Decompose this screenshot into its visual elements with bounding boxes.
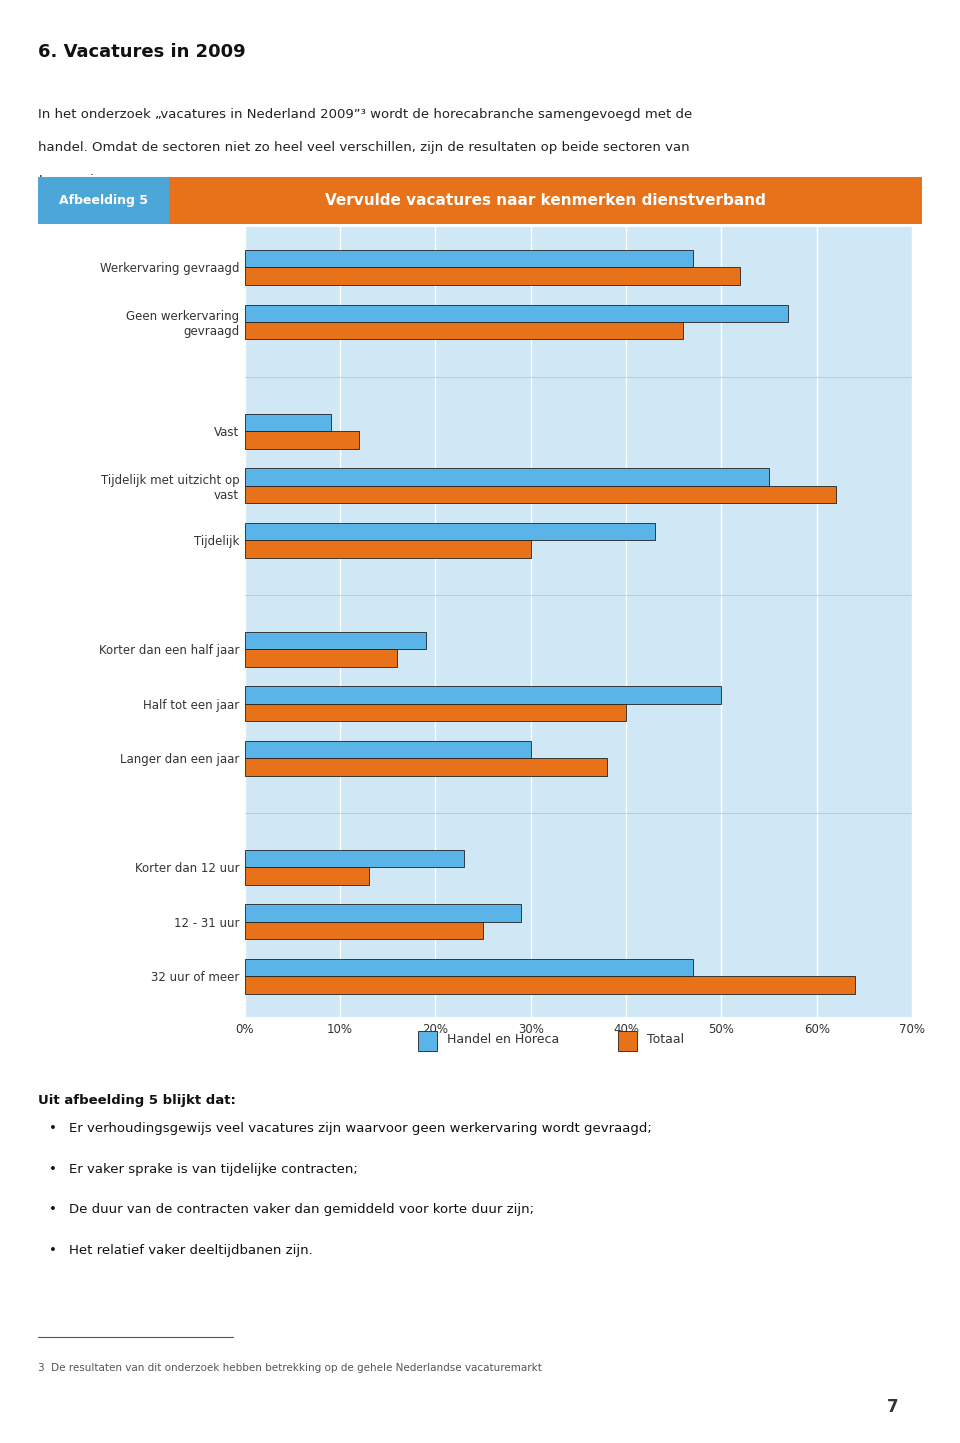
Bar <box>419 1030 437 1051</box>
Text: Handel en Horeca: Handel en Horeca <box>447 1033 560 1046</box>
Text: Het relatief vaker deeltijdbanen zijn.: Het relatief vaker deeltijdbanen zijn. <box>69 1244 313 1257</box>
Text: In het onderzoek „vacatures in Nederland 2009”³ wordt de horecabranche samengevo: In het onderzoek „vacatures in Nederland… <box>38 108 693 121</box>
Text: toepassing.: toepassing. <box>38 175 115 188</box>
Bar <box>245 960 693 977</box>
Bar <box>245 977 854 994</box>
Bar <box>618 1030 637 1051</box>
Bar <box>245 250 693 267</box>
Text: 6. Vacatures in 2009: 6. Vacatures in 2009 <box>38 43 246 61</box>
Bar <box>245 267 740 284</box>
Text: Vervulde vacatures naar kenmerken dienstverband: Vervulde vacatures naar kenmerken dienst… <box>324 193 766 208</box>
Bar <box>245 867 369 885</box>
Text: Er verhoudingsgewijs veel vacatures zijn waarvoor geen werkervaring wordt gevraa: Er verhoudingsgewijs veel vacatures zijn… <box>69 1123 652 1136</box>
Bar <box>245 687 721 704</box>
Bar <box>245 322 684 339</box>
Bar <box>245 522 655 540</box>
Bar <box>245 905 521 922</box>
Bar <box>245 486 836 504</box>
Bar <box>245 540 531 557</box>
Bar <box>38 177 169 224</box>
Text: handel. Omdat de sectoren niet zo heel veel verschillen, zijn de resultaten op b: handel. Omdat de sectoren niet zo heel v… <box>38 141 690 154</box>
Text: Totaal: Totaal <box>647 1033 684 1046</box>
Bar <box>245 468 769 486</box>
Bar <box>245 632 426 649</box>
Text: 7: 7 <box>887 1398 899 1416</box>
Text: Uit afbeelding 5 blijkt dat:: Uit afbeelding 5 blijkt dat: <box>38 1094 236 1107</box>
Text: De duur van de contracten vaker dan gemiddeld voor korte duur zijn;: De duur van de contracten vaker dan gemi… <box>69 1203 535 1216</box>
Bar <box>245 850 464 867</box>
Bar <box>245 649 397 667</box>
Bar <box>245 758 607 776</box>
Bar <box>245 414 330 431</box>
Bar <box>245 304 788 322</box>
Text: Er vaker sprake is van tijdelijke contracten;: Er vaker sprake is van tijdelijke contra… <box>69 1163 358 1176</box>
Text: •: • <box>49 1244 57 1257</box>
Bar <box>245 431 359 449</box>
Text: •: • <box>49 1203 57 1216</box>
Bar <box>245 704 626 722</box>
Text: 3  De resultaten van dit onderzoek hebben betrekking op de gehele Nederlandse va: 3 De resultaten van dit onderzoek hebben… <box>38 1364 542 1374</box>
Bar <box>245 740 531 758</box>
Text: Afbeelding 5: Afbeelding 5 <box>60 193 148 208</box>
Text: •: • <box>49 1123 57 1136</box>
Text: •: • <box>49 1163 57 1176</box>
Bar <box>245 922 483 939</box>
